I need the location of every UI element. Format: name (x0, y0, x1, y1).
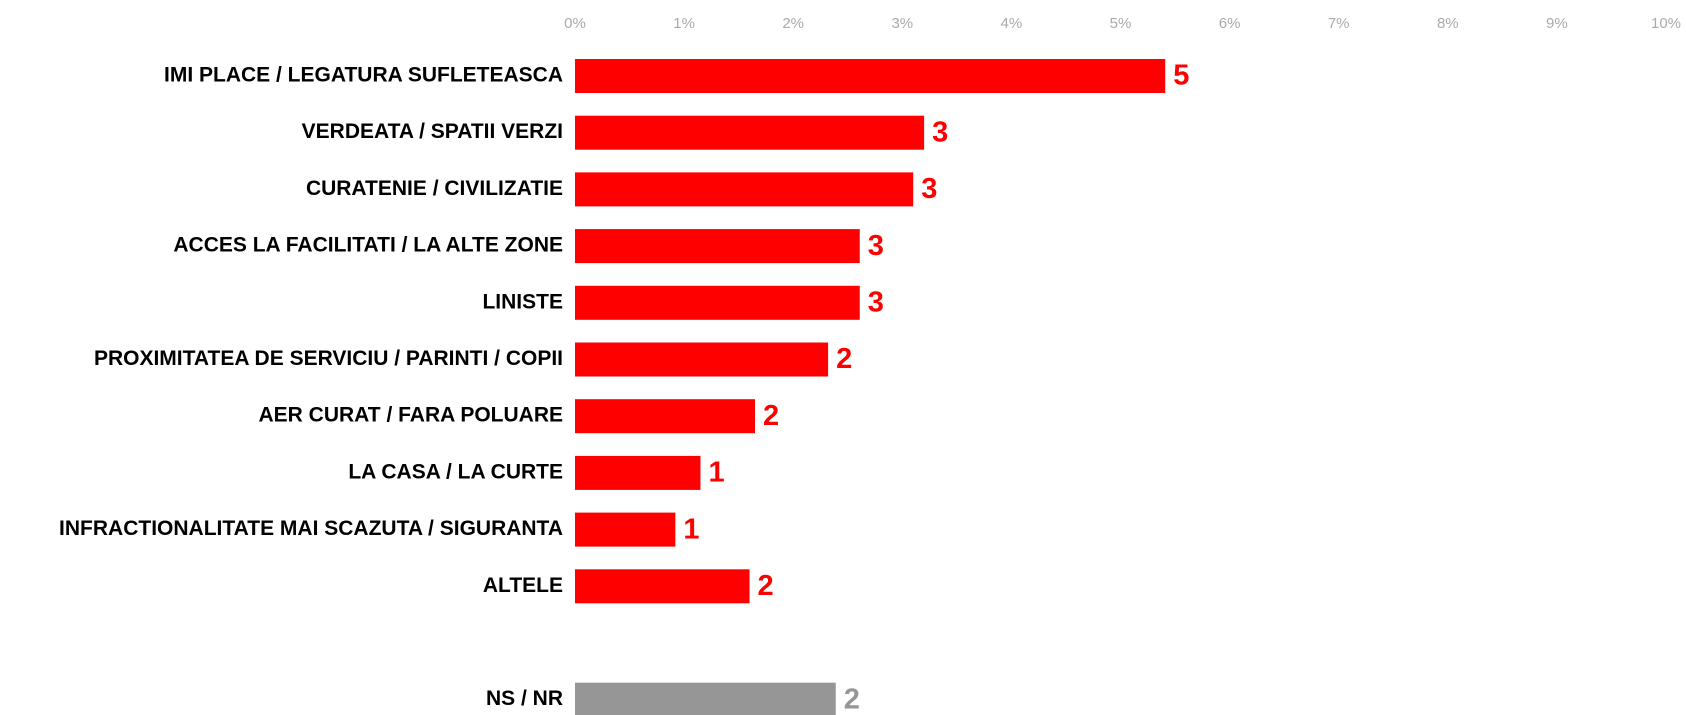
bar (575, 229, 860, 264)
bar (575, 512, 676, 547)
x-tick-label: 0% (564, 15, 586, 32)
value-label: 3 (921, 173, 937, 205)
category-label: IMI PLACE / LEGATURA SUFLETEASCA (164, 64, 563, 87)
value-label: 3 (868, 286, 884, 318)
x-tick-label: 6% (1219, 15, 1241, 32)
x-tick-label: 3% (891, 15, 913, 32)
category-label: VERDEATA / SPATII VERZI (302, 120, 563, 143)
bar (575, 455, 701, 490)
category-label: LINISTE (482, 290, 563, 313)
x-tick-label: 8% (1437, 15, 1459, 32)
category-label: INFRACTIONALITATE MAI SCAZUTA / SIGURANT… (59, 517, 563, 540)
value-label: 3 (868, 230, 884, 262)
category-label: LA CASA / LA CURTE (348, 460, 563, 483)
value-label: 5 (1173, 60, 1189, 92)
bar (575, 59, 1166, 93)
x-tick-label: 7% (1328, 15, 1350, 32)
x-tick-label: 5% (1110, 15, 1132, 32)
category-label: ACCES LA FACILITATI / LA ALTE ZONE (173, 234, 563, 257)
bar (575, 172, 914, 207)
value-label: 2 (758, 570, 774, 602)
category-label: CURATENIE / CIVILIZATIE (306, 177, 563, 200)
x-tick-label: 4% (1001, 15, 1023, 32)
bar (575, 285, 860, 320)
category-label: PROXIMITATEA DE SERVICIU / PARINTI / COP… (94, 347, 563, 370)
value-label: 2 (844, 683, 860, 715)
x-tick-label: 1% (673, 15, 695, 32)
x-tick-label: 2% (782, 15, 804, 32)
bar (575, 682, 836, 715)
category-label: AER CURAT / FARA POLUARE (259, 404, 564, 427)
value-label: 2 (763, 400, 779, 432)
category-label: NS / NR (486, 687, 563, 710)
bar (575, 399, 756, 434)
value-label: 1 (683, 513, 699, 545)
x-tick-label: 9% (1546, 15, 1568, 32)
bar (575, 342, 829, 377)
category-label: ALTELE (483, 574, 563, 597)
bar (575, 115, 925, 150)
bar (575, 569, 750, 604)
value-label: 3 (932, 116, 948, 148)
x-tick-label: 10% (1651, 15, 1681, 32)
value-label: 1 (708, 457, 724, 489)
value-label: 2 (836, 343, 852, 375)
